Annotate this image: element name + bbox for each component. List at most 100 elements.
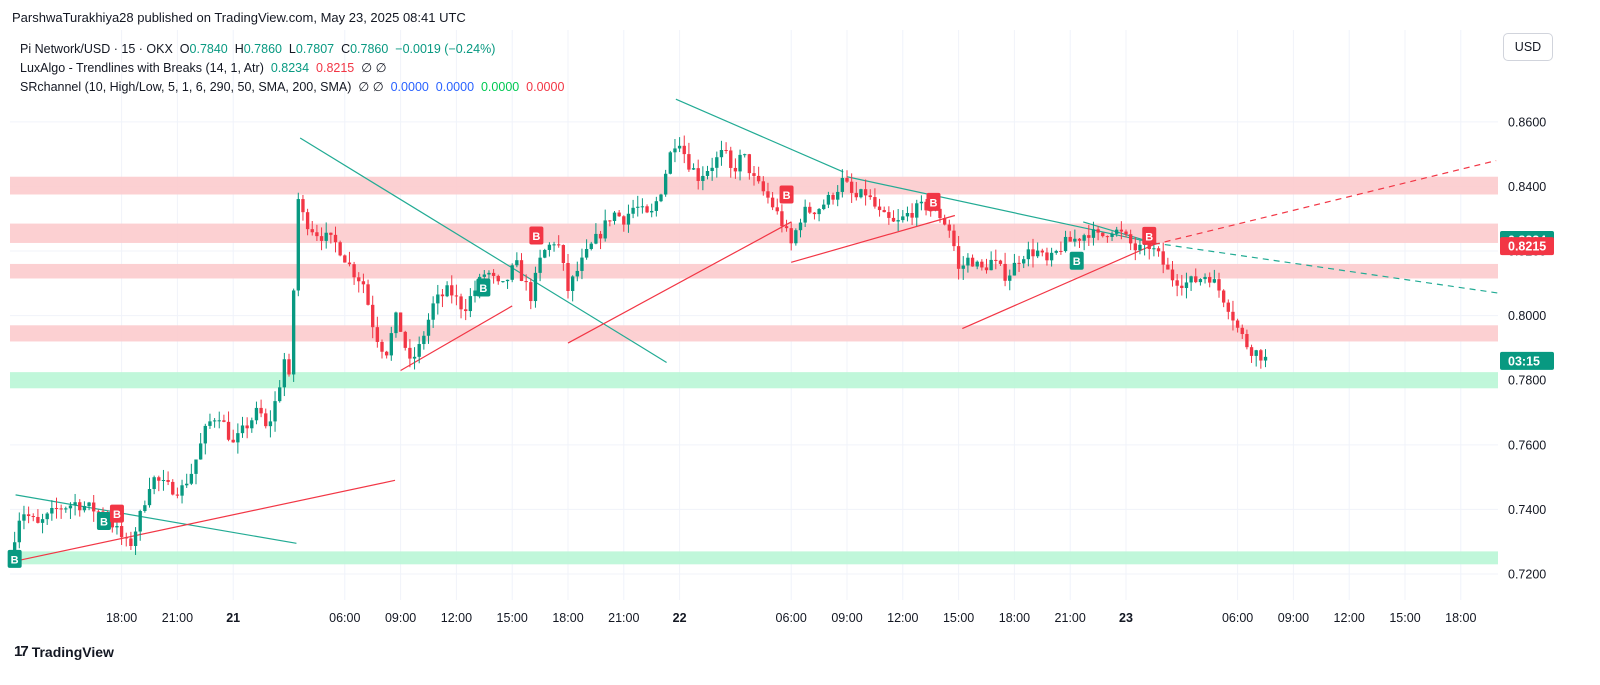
candle-body [40, 519, 45, 523]
candle-body [198, 443, 203, 460]
legend-c-value: 0.7860 [350, 42, 389, 56]
candle-body [789, 228, 793, 244]
trendlines [15, 98, 1499, 562]
break-marker-sell [529, 226, 544, 245]
time-tick-label: 12:00 [441, 611, 472, 625]
candle-body [589, 243, 593, 249]
candle-body [1115, 229, 1119, 234]
break-marker-buy [7, 549, 22, 568]
break-marker-label: B [1145, 231, 1153, 243]
candle-body [175, 494, 180, 496]
time-axis[interactable]: 0018:0021:002106:0009:0012:0015:0018:002… [0, 611, 1477, 625]
legend-symbol[interactable]: Pi Network/USD · 15 · OKX [20, 42, 173, 56]
candle-body [640, 206, 645, 208]
candle-body [980, 261, 984, 268]
sr-channel-zones [10, 176, 1498, 565]
candle-body [817, 209, 821, 215]
candle-body [1045, 252, 1049, 261]
candle-body [147, 489, 152, 506]
candle-body [966, 257, 970, 266]
candle-body [1249, 347, 1254, 356]
candle-body [1003, 263, 1007, 281]
candle-body [305, 212, 310, 230]
candle-body [464, 309, 468, 312]
candle-body [566, 263, 570, 291]
candle-body [403, 331, 407, 348]
legend-o-value: 0.7840 [189, 42, 228, 56]
candle-body [436, 294, 440, 304]
candle-body [612, 212, 617, 222]
legend-h-value: 0.7860 [243, 42, 282, 56]
candle-body [1008, 275, 1012, 281]
time-tick-label: 12:00 [1334, 611, 1365, 625]
candle-body [1156, 248, 1161, 252]
candle-body [1119, 229, 1124, 232]
candle-body [1184, 282, 1189, 289]
break-marker-sell [1142, 226, 1157, 245]
candle-body [529, 282, 533, 302]
price-tick-label: 0.8400 [1508, 180, 1546, 194]
price-label-box [1500, 351, 1554, 370]
candle-body [157, 477, 161, 481]
sr-zone-red [10, 223, 1498, 243]
legend-srchannel-name[interactable]: SRchannel (10, High/Low, 5, 1, 6, 290, 5… [20, 80, 352, 94]
candle-body [171, 481, 175, 495]
trendline-red [1153, 160, 1497, 246]
candle-body [96, 511, 101, 513]
price-axis[interactable]: 0.72000.74000.76000.78000.80000.82000.84… [1508, 115, 1546, 581]
candle-body [659, 194, 663, 202]
candle-body [636, 206, 640, 208]
candle-body [222, 420, 226, 422]
candle-body [580, 257, 584, 271]
candle-body [1254, 350, 1258, 356]
break-marker-label: B [1073, 256, 1081, 268]
candle-body [677, 145, 682, 149]
time-tick-label: 18:00 [1445, 611, 1476, 625]
candle-body [608, 220, 612, 222]
candle-body [752, 173, 756, 176]
candle-body [343, 255, 347, 263]
candle-body [882, 210, 886, 213]
candle-body [296, 199, 300, 291]
price-tick-label: 0.8600 [1508, 115, 1546, 129]
candle-body [919, 201, 924, 204]
candle-body [994, 259, 998, 261]
candle-body [133, 531, 138, 546]
candle-body [1096, 229, 1100, 233]
candle-body [1110, 233, 1114, 237]
candle-body [268, 421, 273, 427]
candle-body [1212, 279, 1217, 283]
candle-body [961, 265, 965, 269]
candle-body [152, 477, 156, 490]
candle-body [654, 201, 659, 211]
break-marker-buy [96, 512, 111, 531]
candle-body [1240, 327, 1244, 335]
candle-body [747, 154, 752, 174]
candle-body [668, 152, 672, 174]
candle-body [496, 275, 500, 282]
candle-body [975, 261, 979, 267]
candle-body [138, 510, 142, 532]
candle-body [82, 506, 87, 511]
legend-l-label: L [288, 42, 296, 56]
candle-body [942, 218, 947, 225]
currency-button[interactable]: USD [1503, 33, 1553, 61]
candle-body [1175, 280, 1179, 286]
candle-body [594, 233, 598, 244]
tradingview-logo[interactable]: 17 TradingView [14, 643, 114, 660]
candle-body [1022, 259, 1026, 264]
candle-body [1077, 238, 1082, 241]
candle-body [1012, 262, 1017, 276]
candle-body [775, 207, 779, 212]
legend-l-value: 0.7807 [295, 42, 335, 56]
price-tick-label: 0.7200 [1508, 568, 1546, 582]
candle-body [301, 199, 305, 213]
candle-body [989, 259, 993, 271]
trendline-teal [299, 137, 667, 363]
candle-body [68, 505, 73, 509]
legend-luxalgo-name[interactable]: LuxAlgo - Trendlines with Breaks (14, 1,… [20, 61, 264, 75]
candle-body [1231, 311, 1235, 321]
candle-body [910, 213, 914, 218]
price-tick-label: 0.7800 [1508, 374, 1546, 388]
